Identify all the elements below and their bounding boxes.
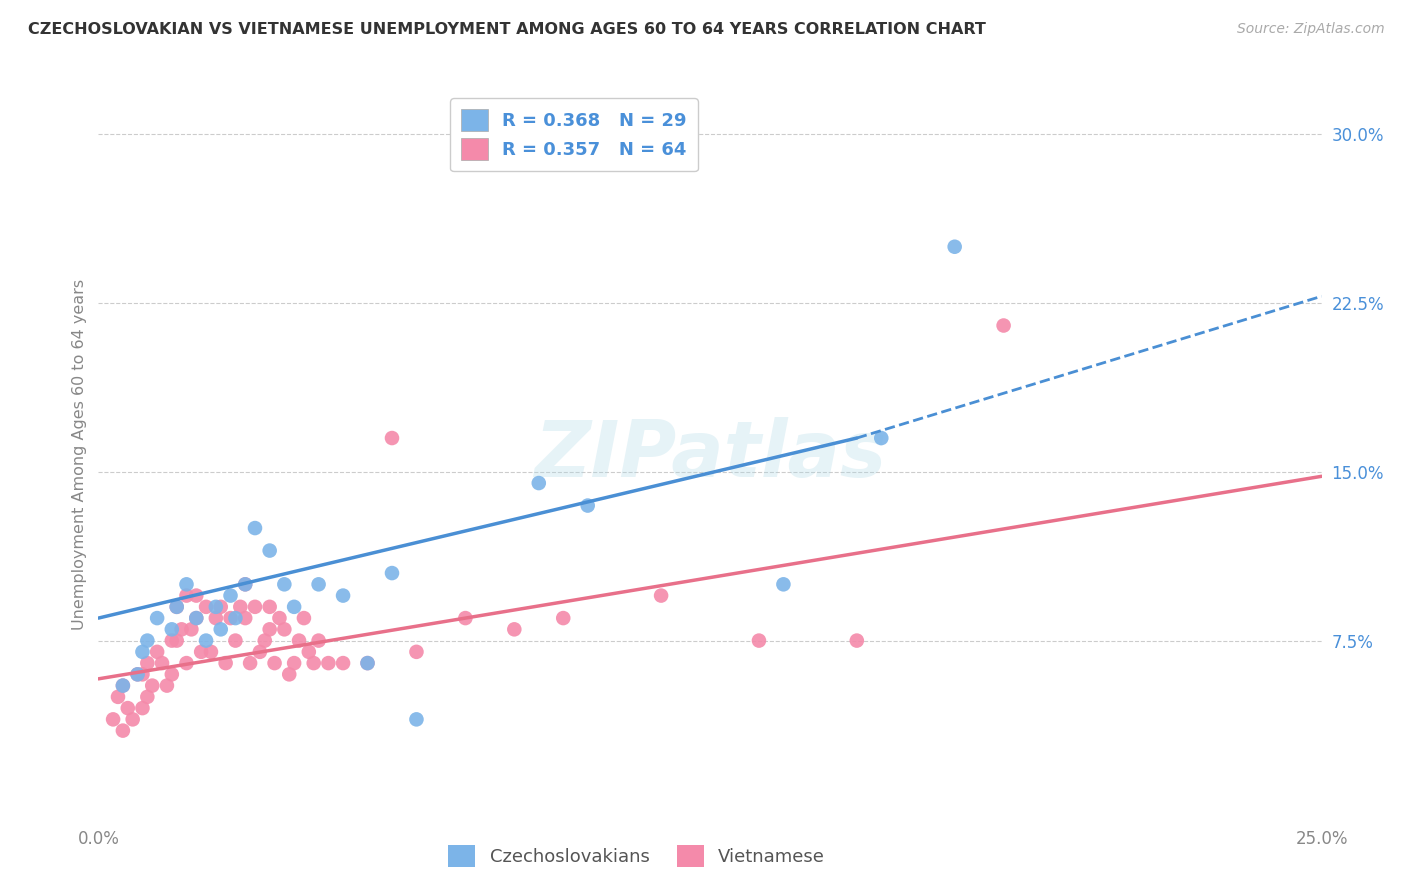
Point — [943, 240, 966, 254]
Point — [219, 611, 242, 625]
Point — [229, 599, 252, 614]
Point — [176, 656, 198, 670]
Point — [136, 656, 159, 670]
Point — [180, 623, 202, 637]
Point — [332, 589, 354, 603]
Point — [243, 521, 266, 535]
Point — [111, 679, 134, 693]
Point — [243, 599, 266, 614]
Point — [298, 645, 321, 659]
Point — [332, 656, 354, 670]
Point — [111, 679, 134, 693]
Point — [381, 431, 404, 445]
Point — [283, 599, 305, 614]
Point — [127, 667, 149, 681]
Point — [101, 712, 124, 726]
Point — [150, 656, 173, 670]
Point — [190, 645, 212, 659]
Point — [209, 599, 232, 614]
Text: Source: ZipAtlas.com: Source: ZipAtlas.com — [1237, 22, 1385, 37]
Y-axis label: Unemployment Among Ages 60 to 64 years: Unemployment Among Ages 60 to 64 years — [72, 279, 87, 631]
Point — [356, 656, 378, 670]
Point — [318, 656, 340, 670]
Text: CZECHOSLOVAKIAN VS VIETNAMESE UNEMPLOYMENT AMONG AGES 60 TO 64 YEARS CORRELATION: CZECHOSLOVAKIAN VS VIETNAMESE UNEMPLOYME… — [28, 22, 986, 37]
Point — [503, 623, 526, 637]
Point — [845, 633, 868, 648]
Point — [249, 645, 271, 659]
Point — [576, 499, 599, 513]
Point — [224, 611, 246, 625]
Point — [205, 599, 228, 614]
Point — [283, 656, 305, 670]
Point — [121, 712, 143, 726]
Point — [263, 656, 285, 670]
Point — [166, 633, 188, 648]
Point — [405, 645, 427, 659]
Point — [273, 623, 295, 637]
Point — [302, 656, 325, 670]
Point — [146, 645, 169, 659]
Point — [278, 667, 301, 681]
Point — [219, 589, 242, 603]
Point — [160, 623, 183, 637]
Point — [156, 679, 179, 693]
Point — [259, 599, 281, 614]
Point — [186, 611, 208, 625]
Point — [288, 633, 311, 648]
Point — [748, 633, 770, 648]
Point — [186, 589, 208, 603]
Point — [308, 577, 330, 591]
Point — [308, 633, 330, 648]
Point — [127, 667, 149, 681]
Text: ZIPatlas: ZIPatlas — [534, 417, 886, 493]
Point — [131, 645, 153, 659]
Point — [111, 723, 134, 738]
Point — [166, 599, 188, 614]
Point — [454, 611, 477, 625]
Point — [176, 589, 198, 603]
Point — [405, 712, 427, 726]
Point — [292, 611, 315, 625]
Point — [259, 623, 281, 637]
Point — [650, 589, 672, 603]
Point — [131, 701, 153, 715]
Point — [160, 667, 183, 681]
Point — [166, 599, 188, 614]
Point — [870, 431, 893, 445]
Point — [195, 599, 218, 614]
Point — [170, 623, 193, 637]
Point — [107, 690, 129, 704]
Legend: Czechoslovakians, Vietnamese: Czechoslovakians, Vietnamese — [441, 838, 832, 874]
Point — [146, 611, 169, 625]
Point — [233, 577, 256, 591]
Point — [239, 656, 262, 670]
Point — [233, 577, 256, 591]
Point — [527, 476, 550, 491]
Point — [356, 656, 378, 670]
Point — [259, 543, 281, 558]
Point — [224, 633, 246, 648]
Point — [117, 701, 139, 715]
Point — [209, 623, 232, 637]
Point — [993, 318, 1015, 333]
Point — [131, 667, 153, 681]
Point — [200, 645, 222, 659]
Point — [136, 690, 159, 704]
Point — [269, 611, 291, 625]
Point — [273, 577, 295, 591]
Point — [553, 611, 575, 625]
Point — [195, 633, 218, 648]
Point — [141, 679, 163, 693]
Point — [160, 633, 183, 648]
Point — [176, 577, 198, 591]
Point — [186, 611, 208, 625]
Point — [381, 566, 404, 580]
Point — [214, 656, 236, 670]
Point — [233, 611, 256, 625]
Point — [253, 633, 276, 648]
Point — [136, 633, 159, 648]
Point — [772, 577, 794, 591]
Point — [205, 611, 228, 625]
